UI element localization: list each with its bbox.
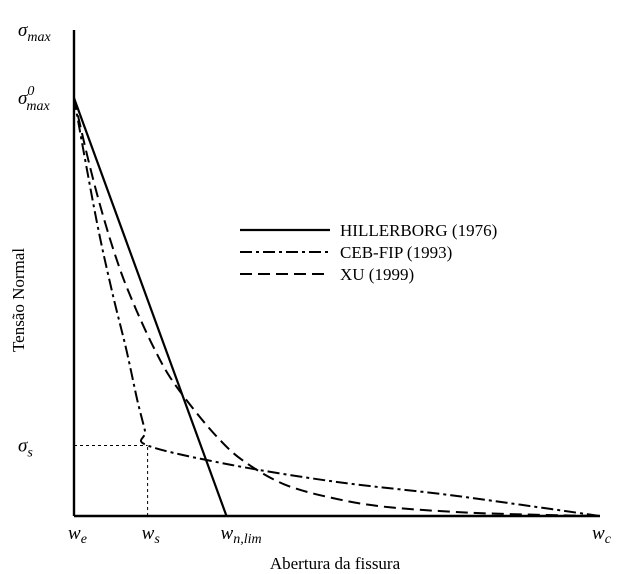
y-tick-label-0: σmax (18, 20, 51, 45)
x-tick-label-1: ws (142, 523, 161, 547)
series-line-hillerborg-1976 (72, 97, 228, 517)
legend-label-cebfip: CEB-FIP (1993) (340, 243, 452, 262)
legend-label-xu: XU (1999) (340, 265, 414, 284)
reference-lines (74, 445, 149, 516)
y-tick-label-2: σs (18, 436, 33, 461)
x-tick-label-0: we (68, 523, 87, 547)
axes (72, 30, 600, 518)
series-line-xu-1999 (73, 97, 601, 517)
y-axis-label: Tensão Normal (9, 248, 28, 352)
series-line-ceb-fip-1993 (73, 97, 601, 517)
x-tick-label-3: wc (592, 523, 612, 547)
x-tick-label-2: wn,lim (221, 523, 262, 547)
x-axis-label: Abertura da fissura (270, 554, 401, 573)
series-lines (72, 97, 601, 517)
tick-labels: σmax σ0 max σs we ws wn,lim wc (18, 20, 612, 547)
y-tick-label-1: σ0 max (18, 84, 50, 114)
legend: HILLERBORG (1976) CEB-FIP (1993) XU (199… (240, 221, 497, 284)
legend-label-hillerborg: HILLERBORG (1976) (340, 221, 497, 240)
